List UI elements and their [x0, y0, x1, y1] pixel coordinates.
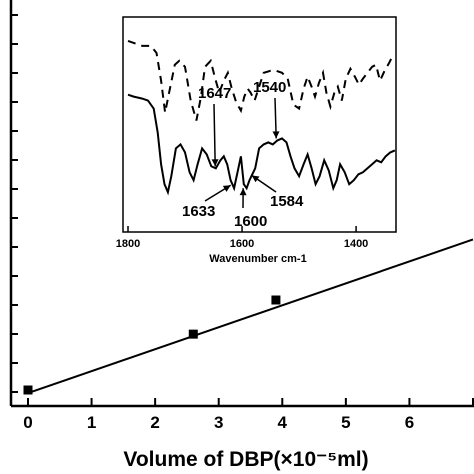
inset-x-tick-labels: 1800 1600 1400	[116, 238, 369, 250]
main-data-point	[23, 385, 33, 395]
peak-arrow-line	[213, 103, 216, 167]
main-data-points	[23, 295, 281, 395]
inset-frame	[122, 16, 397, 233]
inset-x-ticks	[127, 226, 357, 232]
peak-arrow-head	[272, 131, 280, 139]
peak-label: 1600	[234, 213, 267, 230]
peak-label: 1647	[198, 85, 231, 102]
inset-series-dashed	[127, 39, 394, 121]
main-data-point	[271, 295, 281, 305]
inset-x-tick-label: 1800	[116, 238, 140, 250]
main-x-axis-title: Volume of DBP(×10⁻⁵ml)	[123, 448, 368, 471]
inset-x-tick-label: 1400	[344, 238, 368, 250]
peak-label: 1584	[270, 193, 304, 210]
main-x-tick-label: 3	[214, 413, 223, 432]
peak-arrow-head	[251, 175, 260, 183]
main-data-point	[188, 329, 198, 339]
inset-x-axis-title: Wavenumber cm-1	[209, 253, 306, 265]
main-x-tick-label: 2	[150, 413, 159, 432]
peak-arrow-head	[222, 185, 231, 192]
peak-label: 1540	[253, 79, 286, 96]
main-x-ticks	[27, 398, 474, 406]
main-x-tick-labels: 0 1 2 3 4 5 6	[23, 413, 414, 432]
main-x-tick-label: 1	[87, 413, 96, 432]
inset-x-tick-label: 1600	[230, 238, 254, 250]
peak-arrow-head	[239, 188, 247, 196]
main-x-tick-label: 6	[405, 413, 414, 432]
fit-line	[27, 238, 474, 395]
main-x-tick-label: 0	[23, 413, 32, 432]
peak-label: 1633	[182, 203, 215, 220]
peak-arrow-head	[211, 159, 219, 167]
inset-series-solid	[127, 93, 396, 196]
main-x-tick-label: 5	[341, 413, 350, 432]
main-y-ticks	[11, 14, 18, 393]
main-x-tick-label: 4	[278, 413, 288, 432]
